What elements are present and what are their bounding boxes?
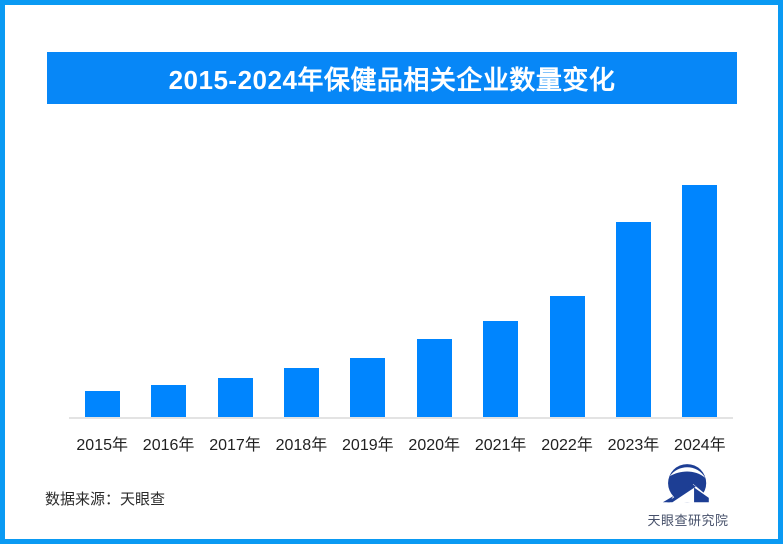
bar-2018年 xyxy=(283,368,319,417)
bar-2022年 xyxy=(549,296,585,417)
bar-slot xyxy=(202,150,268,417)
bar-slot xyxy=(69,150,135,417)
tianyancha-eye-logo-icon xyxy=(662,464,709,503)
x-axis-label: 2021年 xyxy=(474,437,527,454)
x-axis-label: 2018年 xyxy=(275,437,328,454)
x-axis-label: 2020年 xyxy=(408,437,461,454)
bar-slot xyxy=(534,150,600,417)
bar-slot xyxy=(467,150,533,417)
bar-chart: 2015年 2016年 2017年 2018年 2019年 2020年 2021年 2022年… xyxy=(69,150,733,454)
title-banner: 2015-2024年保健品相关企业数量变化 xyxy=(47,52,737,104)
bar-2024年 xyxy=(682,185,718,417)
x-axis-label: 2023年 xyxy=(607,437,660,454)
bar-2017年 xyxy=(217,378,253,417)
brand-name: 天眼查研究院 xyxy=(647,513,729,528)
data-source-note: 数据来源：天眼查 xyxy=(45,491,166,508)
x-axis-label: 2024年 xyxy=(674,437,726,454)
bar-2019年 xyxy=(350,358,386,417)
bar-slot xyxy=(600,150,666,417)
bar-2021年 xyxy=(483,321,519,417)
x-axis-label: 2022年 xyxy=(541,437,593,454)
bar-2015年 xyxy=(84,391,120,417)
bar-2020年 xyxy=(416,339,452,417)
x-axis-line xyxy=(69,417,733,419)
bar-slot xyxy=(401,150,467,417)
bar-2023年 xyxy=(615,222,651,417)
bar-2016年 xyxy=(151,385,187,417)
bar-slot xyxy=(667,150,733,417)
x-axis-label: 2017年 xyxy=(209,437,261,454)
brand-block: 天眼查研究院 xyxy=(638,461,738,529)
x-axis-label: 2016年 xyxy=(142,437,195,454)
chart-title: 2015-2024年保健品相关企业数量变化 xyxy=(168,64,616,95)
x-axis-label: 2015年 xyxy=(76,437,128,454)
x-axis-labels: 2015年 2016年 2017年 2018年 2019年 2020年 2021年 2022年… xyxy=(69,431,733,455)
bars xyxy=(69,150,733,417)
bar-slot xyxy=(335,150,401,417)
bar-slot xyxy=(268,150,334,417)
bar-slot xyxy=(135,150,201,417)
x-axis-label: 2019年 xyxy=(342,437,394,454)
